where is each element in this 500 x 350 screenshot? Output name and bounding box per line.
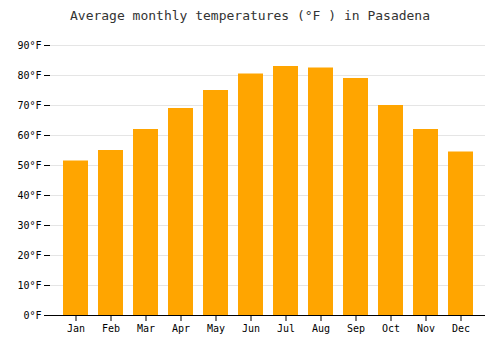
- svg-text:0°F: 0°F: [23, 310, 41, 321]
- svg-text:80°F: 80°F: [17, 70, 41, 81]
- svg-text:60°F: 60°F: [17, 130, 41, 141]
- svg-text:Aug: Aug: [312, 323, 330, 334]
- svg-text:Sep: Sep: [347, 323, 365, 334]
- svg-text:Nov: Nov: [417, 323, 435, 334]
- html-text:Average monthly temperatures (: Average monthly temperatures (°F ) in Pa…: [70, 8, 430, 23]
- svg-text:Jun: Jun: [242, 323, 260, 334]
- svg-text:50°F: 50°F: [17, 160, 41, 171]
- svg-text:90°F: 90°F: [17, 40, 41, 51]
- svg-text:20°F: 20°F: [17, 250, 41, 261]
- svg-text:Oct: Oct: [382, 323, 400, 334]
- svg-text:30°F: 30°F: [17, 220, 41, 231]
- svg-text:Dec: Dec: [452, 323, 470, 334]
- svg-text:Apr: Apr: [172, 323, 190, 334]
- svg-text:70°F: 70°F: [17, 100, 41, 111]
- svg-text:10°F: 10°F: [17, 280, 41, 291]
- svg-text:Jan: Jan: [67, 323, 85, 334]
- svg-text:Jul: Jul: [277, 323, 295, 334]
- svg-text:Feb: Feb: [102, 323, 120, 334]
- svg-text:40°F: 40°F: [17, 190, 41, 201]
- svg-text:May: May: [207, 323, 225, 334]
- svg-text:Mar: Mar: [137, 323, 155, 334]
